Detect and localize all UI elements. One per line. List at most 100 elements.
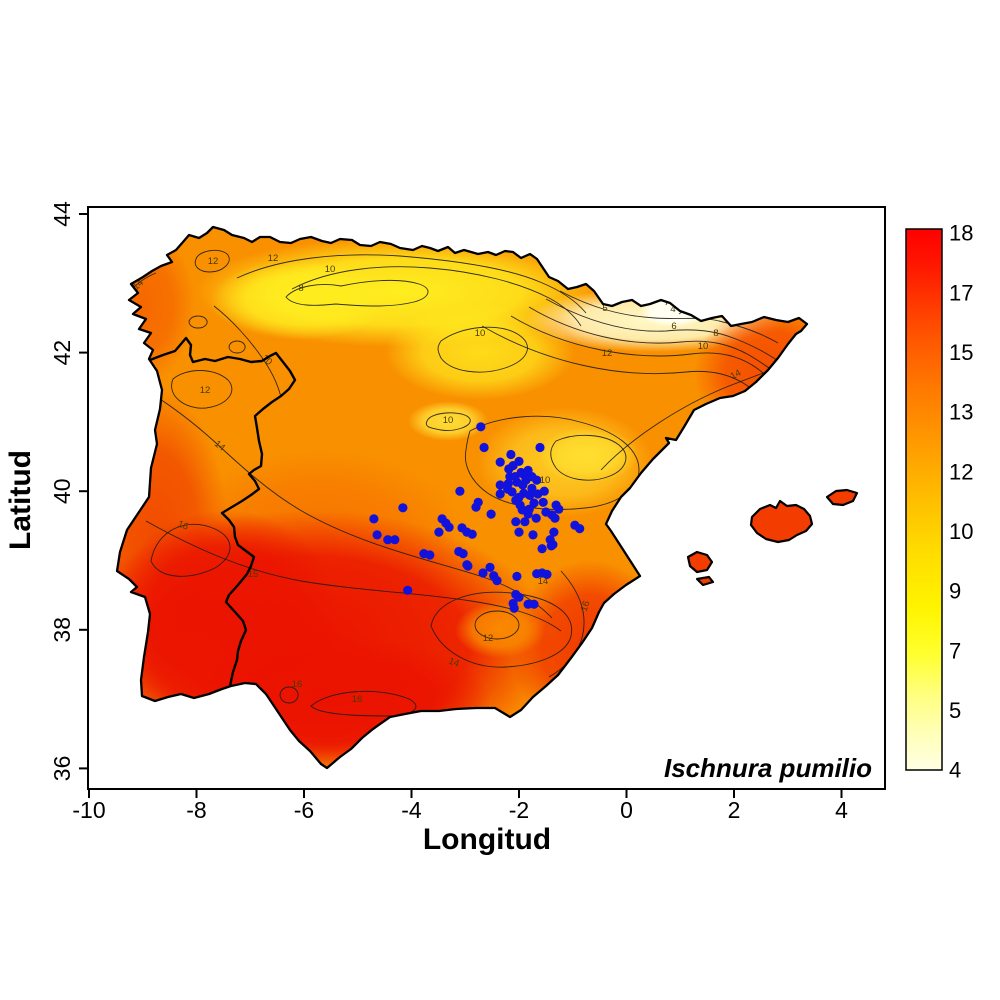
x-axis: -10 -8 -6 -4 -2 0 2 4	[72, 789, 848, 823]
contour-label-6: 6	[671, 321, 676, 332]
contour-label-10: 10	[443, 415, 454, 426]
colorbar-tick-label: 15	[949, 340, 973, 365]
colorbar-tick-label: 7	[949, 638, 961, 663]
contour-label-10: 10	[325, 264, 336, 275]
coastline	[115, 225, 809, 770]
occurrence-point	[532, 475, 542, 485]
occurrence-point	[486, 509, 496, 519]
contour-label-16: 16	[579, 599, 593, 612]
occurrence-point	[546, 541, 556, 551]
occurrence-point	[398, 503, 408, 513]
contour-label-16: 16	[292, 679, 303, 690]
occurrence-point	[575, 524, 585, 534]
contour-line-14	[430, 591, 573, 668]
contour-label-10: 10	[475, 328, 486, 339]
occurrence-point	[535, 442, 545, 453]
contour-label-15: 15	[248, 569, 259, 580]
contour-label-12: 12	[602, 348, 613, 359]
occurrence-point	[554, 504, 564, 514]
colorbar-tick-label: 4	[949, 758, 961, 783]
contour-line-10	[464, 415, 640, 510]
occurrence-point	[539, 486, 549, 496]
colorbar-tick-label: 10	[949, 519, 973, 544]
occurrence-point	[521, 475, 531, 485]
contour-line-16	[310, 690, 417, 717]
colorbar: 18 17 15 13 12 10 9 7 5 4	[905, 221, 973, 783]
contour-line-10	[291, 266, 582, 327]
contour-line-16	[150, 524, 231, 577]
occurrence-point	[476, 422, 486, 432]
occurrence-point	[503, 484, 513, 494]
occurrence-point	[550, 513, 560, 523]
x-tick-label: -4	[401, 797, 422, 823]
occurrence-points-layer	[369, 422, 585, 613]
contour-line	[188, 315, 208, 329]
contour-line-8	[285, 279, 429, 307]
occurrence-point	[523, 465, 533, 475]
contour-label-14: 14	[447, 656, 461, 670]
occurrence-point	[444, 522, 454, 532]
occurrence-point	[542, 569, 552, 580]
occurrence-point	[511, 517, 521, 527]
contour-line-12	[194, 249, 230, 273]
spain-portugal-border	[149, 336, 297, 687]
x-tick-label: -10	[72, 797, 105, 823]
colorbar-tick-label: 9	[949, 579, 961, 604]
contour-line-5	[559, 290, 779, 344]
y-tick-label: 40	[49, 478, 75, 504]
x-tick-label: 0	[620, 797, 633, 823]
contour-line-8	[528, 306, 786, 382]
occurrence-point	[390, 535, 400, 545]
contour-line-12	[171, 370, 233, 409]
contour-line-16	[279, 686, 299, 704]
occurrence-point	[369, 514, 379, 524]
occurrence-point	[514, 527, 524, 537]
occurrence-point	[527, 483, 537, 493]
contour-label-4: 4	[670, 304, 675, 315]
island-mallorca	[749, 499, 814, 544]
contour-label-14: 14	[538, 576, 549, 587]
colorbar-tick-label: 18	[949, 221, 973, 246]
contour-label-14: 14	[729, 367, 744, 382]
occurrence-point	[531, 513, 541, 523]
occurrence-point	[471, 502, 481, 512]
occurrence-point	[495, 489, 505, 499]
plot-frame	[87, 206, 886, 790]
contour-line-12	[474, 610, 520, 640]
occurrence-point	[485, 562, 495, 573]
contour-label-12: 12	[200, 385, 211, 396]
occurrence-point	[403, 585, 413, 595]
contour-line	[228, 340, 246, 354]
colorbar-tick-label: 17	[949, 280, 973, 305]
occurrence-point	[520, 517, 530, 527]
x-tick-label: 4	[835, 797, 848, 823]
occurrence-point	[508, 461, 518, 471]
occurrence-point	[528, 530, 538, 540]
contour-label-8: 8	[713, 328, 718, 339]
contour-label-10: 10	[540, 475, 551, 486]
occurrence-point	[516, 467, 526, 478]
contour-line	[550, 434, 627, 481]
x-tick-label: -2	[509, 797, 529, 823]
contour-line-10	[213, 305, 282, 398]
contour-line-10	[437, 326, 528, 373]
species-annotation: Ischnura pumilio	[664, 753, 872, 783]
y-tick-label: 38	[49, 617, 75, 643]
contour-label-8: 8	[298, 283, 303, 294]
colorbar-tick-label: 5	[949, 698, 961, 723]
occurrence-point	[538, 497, 548, 507]
y-tick-label: 42	[49, 340, 75, 366]
occurrence-point	[479, 442, 489, 453]
colorbar-labels: 18 17 15 13 12 10 9 7 5 4	[949, 221, 973, 783]
x-tick-label: -6	[294, 797, 314, 823]
contour-line-16	[548, 570, 585, 678]
occurrence-point	[495, 457, 505, 467]
occurrence-point	[372, 530, 382, 540]
y-tick-label: 36	[49, 756, 75, 782]
contour-label-16: 16	[352, 694, 363, 705]
occurrence-point	[529, 599, 539, 609]
occurrence-point	[425, 550, 435, 560]
occurrence-point	[492, 576, 502, 586]
occurrence-point	[506, 449, 516, 460]
